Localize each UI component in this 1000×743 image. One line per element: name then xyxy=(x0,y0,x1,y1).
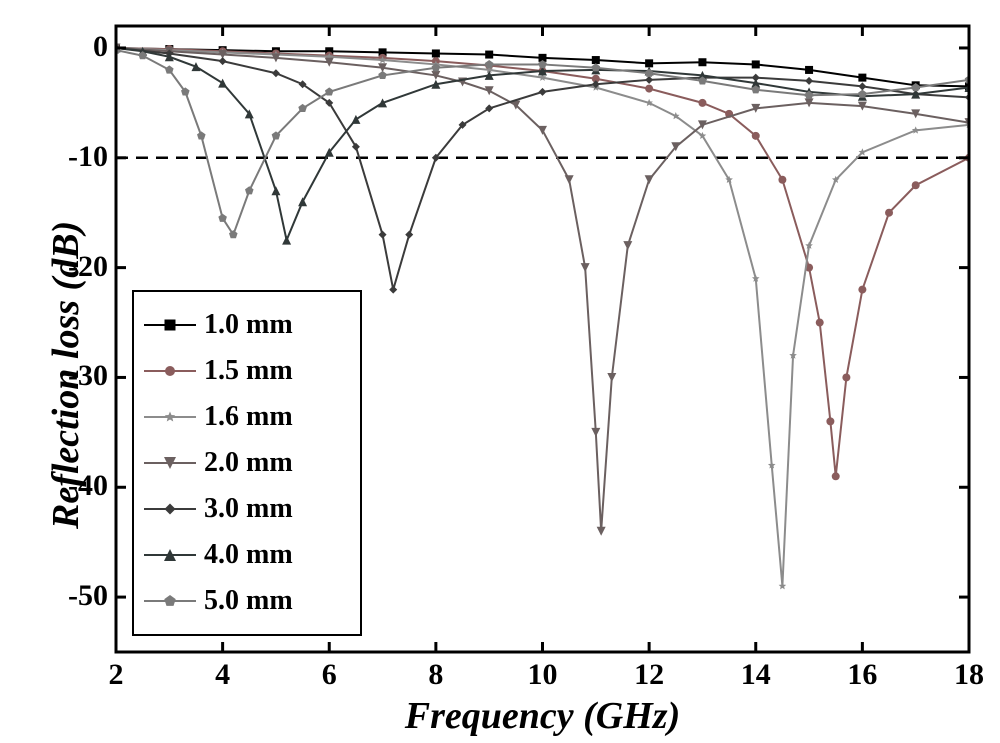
legend-label: 4.0 mm xyxy=(204,539,293,571)
series-marker xyxy=(752,132,760,140)
series-marker xyxy=(805,66,813,74)
legend-item: 1.5 mm xyxy=(144,348,350,394)
series-marker xyxy=(858,286,866,294)
legend-swatch xyxy=(144,486,196,532)
series-marker xyxy=(752,60,760,68)
x-tick-label: 16 xyxy=(837,658,887,692)
legend: 1.0 mm 1.5 mm 1.6 mm 2.0 mm 3.0 mm 4.0 mm 5.0 … xyxy=(132,290,362,636)
x-tick-label: 8 xyxy=(411,658,461,692)
x-tick-label: 4 xyxy=(198,658,248,692)
y-axis-label: Reflection loss (dB) xyxy=(44,221,88,529)
x-axis-label: Frequency (GHz) xyxy=(116,694,969,738)
series-marker xyxy=(698,99,706,107)
legend-swatch xyxy=(144,532,196,578)
legend-label: 1.0 mm xyxy=(204,309,293,341)
series-marker xyxy=(778,176,786,184)
legend-swatch xyxy=(144,302,196,348)
legend-label: 1.6 mm xyxy=(204,401,293,433)
legend-item: 1.6 mm xyxy=(144,394,350,440)
series-marker xyxy=(842,373,850,381)
legend-label: 1.5 mm xyxy=(204,355,293,387)
series-marker xyxy=(645,85,653,93)
series-marker xyxy=(858,74,866,82)
legend-item: 4.0 mm xyxy=(144,532,350,578)
series-marker xyxy=(885,209,893,217)
x-tick-label: 10 xyxy=(518,658,568,692)
y-tick-label: -10 xyxy=(68,140,108,174)
legend-item: 2.0 mm xyxy=(144,440,350,486)
legend-swatch xyxy=(144,348,196,394)
legend-item: 1.0 mm xyxy=(144,302,350,348)
series-marker xyxy=(832,472,840,480)
legend-swatch xyxy=(144,440,196,486)
series-marker xyxy=(826,417,834,425)
legend-swatch xyxy=(144,578,196,624)
legend-item: 3.0 mm xyxy=(144,486,350,532)
series-marker xyxy=(912,181,920,189)
x-tick-label: 12 xyxy=(624,658,674,692)
legend-label: 2.0 mm xyxy=(204,447,293,479)
series-marker xyxy=(592,56,600,64)
legend-item: 5.0 mm xyxy=(144,578,350,624)
x-tick-label: 14 xyxy=(731,658,781,692)
x-tick-label: 2 xyxy=(91,658,141,692)
legend-swatch xyxy=(144,394,196,440)
y-tick-label: -50 xyxy=(68,579,108,613)
series-marker xyxy=(432,49,440,57)
series-marker xyxy=(816,319,824,327)
y-tick-label: 0 xyxy=(93,30,108,64)
series-marker xyxy=(485,51,493,59)
legend-label: 3.0 mm xyxy=(204,493,293,525)
series-marker xyxy=(698,58,706,66)
chart-root: 24681012141618-50-40-30-20-100Frequency … xyxy=(0,0,1000,743)
x-tick-label: 18 xyxy=(944,658,994,692)
series-marker xyxy=(645,59,653,67)
x-tick-label: 6 xyxy=(304,658,354,692)
legend-label: 5.0 mm xyxy=(204,585,293,617)
